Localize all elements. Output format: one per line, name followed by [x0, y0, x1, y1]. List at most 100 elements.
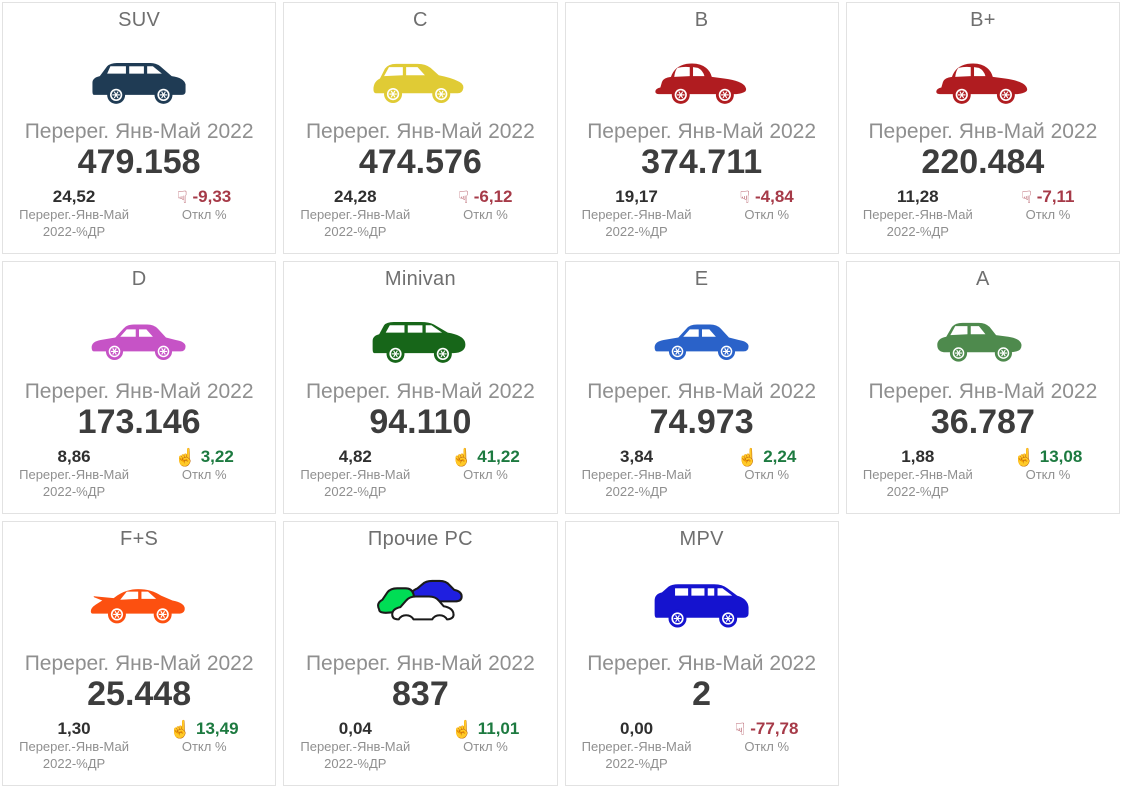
car-icon	[284, 301, 556, 380]
delta-value: 11,01	[477, 719, 520, 739]
wheel-icon	[432, 84, 451, 103]
share-block: 1,88 Перерег.-Янв-Май 2022-%ДР	[853, 447, 983, 501]
wheel-icon	[154, 85, 173, 104]
deviation-label: Откл %	[1025, 467, 1071, 483]
category-card-suv[interactable]: SUV Перерег. Янв-Май 2022 479.158 24,52 …	[2, 2, 277, 254]
share-label: Перерег.-Янв-Май 2022-%ДР	[300, 739, 411, 772]
delta-block: ☟ -7,11 Откл %	[983, 187, 1113, 241]
share-value: 1,88	[901, 447, 935, 467]
share-label: Перерег.-Янв-Май 2022-%ДР	[300, 207, 411, 240]
deviation-label: Откл %	[181, 739, 227, 755]
wheel-icon	[668, 609, 687, 628]
card-title: B	[694, 9, 709, 31]
share-value: 0,00	[620, 719, 654, 739]
metric-label: Перерег. Янв-Май 2022	[587, 651, 817, 675]
car-icon	[3, 42, 275, 120]
metric-value: 25.448	[87, 674, 192, 713]
category-card-b-plus[interactable]: B+ Перерег. Янв-Май 2022 220.484 11,28 П…	[845, 2, 1120, 254]
metric-label: Перерег. Янв-Май 2022	[868, 119, 1098, 143]
delta-line: ☝ 13,08	[1014, 447, 1083, 467]
delta-block: ☟ -4,84 Откл %	[702, 187, 832, 241]
wheel-icon	[671, 85, 690, 104]
wheel-icon	[996, 85, 1015, 104]
delta-value: 2,24	[763, 447, 797, 467]
share-value: 4,82	[338, 447, 372, 467]
delta-block: ☟ -6,12 Откл %	[420, 187, 550, 241]
card-footer: 4,82 Перерег.-Янв-Май 2022-%ДР ☝ 41,22 О…	[290, 447, 550, 501]
delta-line: ☝ 41,22	[451, 447, 520, 467]
card-footer: 24,28 Перерег.-Янв-Май 2022-%ДР ☟ -6,12 …	[290, 187, 550, 241]
card-title: B+	[970, 9, 996, 31]
delta-block: ☝ 2,24 Откл %	[702, 447, 832, 501]
category-card-b[interactable]: B Перерег. Янв-Май 2022 374.711 19,17 Пе…	[564, 2, 839, 254]
metric-value: 479.158	[77, 142, 201, 181]
wheel-icon	[668, 343, 686, 361]
wheel-icon	[718, 609, 737, 628]
share-label: Перерег.-Янв-Май 2022-%ДР	[581, 207, 692, 240]
card-title: A	[976, 268, 990, 290]
deviation-label: Откл %	[181, 207, 227, 223]
category-card-minivan[interactable]: Minivan Перерег. Янв-Май 2022 94.110 4,8…	[283, 261, 558, 514]
delta-line: ☟ -77,78	[735, 719, 799, 739]
card-title: E	[694, 268, 709, 290]
metric-value: 837	[392, 674, 449, 713]
metric-label: Перерег. Янв-Май 2022	[305, 651, 535, 675]
category-card-прочие-pc[interactable]: Прочие PC Перерег. Янв-Май 2022 837 0,04…	[283, 521, 558, 786]
category-card-c[interactable]: C Перерег. Янв-Май 2022 474.576 24,28 Пе…	[283, 2, 558, 254]
share-block: 8,86 Перерег.-Янв-Май 2022-%ДР	[9, 447, 139, 501]
share-block: 1,30 Перерег.-Янв-Май 2022-%ДР	[9, 719, 139, 773]
delta-line: ☝ 13,49	[170, 719, 239, 739]
thumb-up-icon: ☝	[1013, 447, 1035, 467]
thumb-down-icon: ☟	[458, 187, 469, 207]
delta-value: -9,33	[192, 187, 232, 207]
wheel-icon	[949, 344, 967, 362]
share-label: Перерег.-Янв-Май 2022-%ДР	[581, 739, 692, 772]
category-card-e[interactable]: E Перерег. Янв-Май 2022 74.973 3,84 Пере…	[564, 261, 839, 514]
delta-value: 13,49	[196, 719, 239, 739]
share-block: 24,52 Перерег.-Янв-Май 2022-%ДР	[9, 187, 139, 241]
thumb-up-icon: ☝	[169, 719, 191, 739]
metric-value: 36.787	[930, 402, 1035, 441]
metric-label: Перерег. Янв-Май 2022	[305, 119, 535, 143]
delta-line: ☟ -7,11	[1021, 187, 1074, 207]
metric-label: Перерег. Янв-Май 2022	[24, 379, 254, 403]
card-title: MPV	[679, 528, 724, 550]
category-card-a[interactable]: A Перерег. Янв-Май 2022 36.787 1,88 Пере…	[845, 261, 1120, 514]
wheel-icon	[108, 605, 127, 624]
share-label: Перерег.-Янв-Май 2022-%ДР	[19, 739, 129, 772]
share-block: 11,28 Перерег.-Янв-Май 2022-%ДР	[853, 187, 983, 241]
deviation-label: Откл %	[744, 207, 790, 223]
metric-value: 374.711	[641, 142, 763, 181]
metric-value: 220.484	[921, 142, 1045, 181]
thumb-up-icon: ☝	[451, 719, 473, 739]
car-icon	[3, 561, 275, 645]
share-value: 0,04	[338, 719, 372, 739]
share-value: 3,84	[620, 447, 654, 467]
thumb-down-icon: ☟	[1021, 187, 1032, 207]
wheel-icon	[107, 85, 126, 104]
share-value: 11,28	[897, 187, 939, 207]
card-title: SUV	[118, 9, 161, 31]
delta-block: ☝ 13,08 Откл %	[983, 447, 1113, 501]
thumb-down-icon: ☟	[739, 187, 750, 207]
share-value: 24,28	[334, 187, 377, 207]
thumb-down-icon: ☟	[734, 719, 746, 739]
category-card-mpv[interactable]: MPV Перерег. Янв-Май 2022 2 0,00 Перерег…	[564, 521, 839, 786]
category-card-f-pluss[interactable]: F+S Перерег. Янв-Май 2022 25.448 1,30 Пе…	[2, 521, 277, 786]
car-icon	[566, 301, 838, 380]
deviation-label: Откл %	[463, 739, 508, 755]
metric-label: Перерег. Янв-Май 2022	[587, 119, 817, 143]
delta-line: ☝ 3,22	[175, 447, 234, 467]
share-block: 19,17 Перерег.-Янв-Май 2022-%ДР	[572, 187, 702, 241]
card-footer: 0,00 Перерег.-Янв-Май 2022-%ДР ☟ -77,78 …	[572, 719, 832, 773]
wheel-icon	[717, 343, 735, 361]
delta-line: ☝ 2,24	[737, 447, 796, 467]
metric-label: Перерег. Янв-Май 2022	[868, 379, 1098, 403]
metric-value: 474.576	[358, 142, 482, 181]
share-label: Перерег.-Янв-Май 2022-%ДР	[19, 207, 129, 240]
deviation-label: Откл %	[463, 207, 508, 223]
share-value: 24,52	[52, 187, 96, 207]
category-card-d[interactable]: D Перерег. Янв-Май 2022 173.146 8,86 Пер…	[2, 261, 277, 514]
delta-value: -6,12	[473, 187, 513, 207]
car-icon	[284, 42, 556, 120]
